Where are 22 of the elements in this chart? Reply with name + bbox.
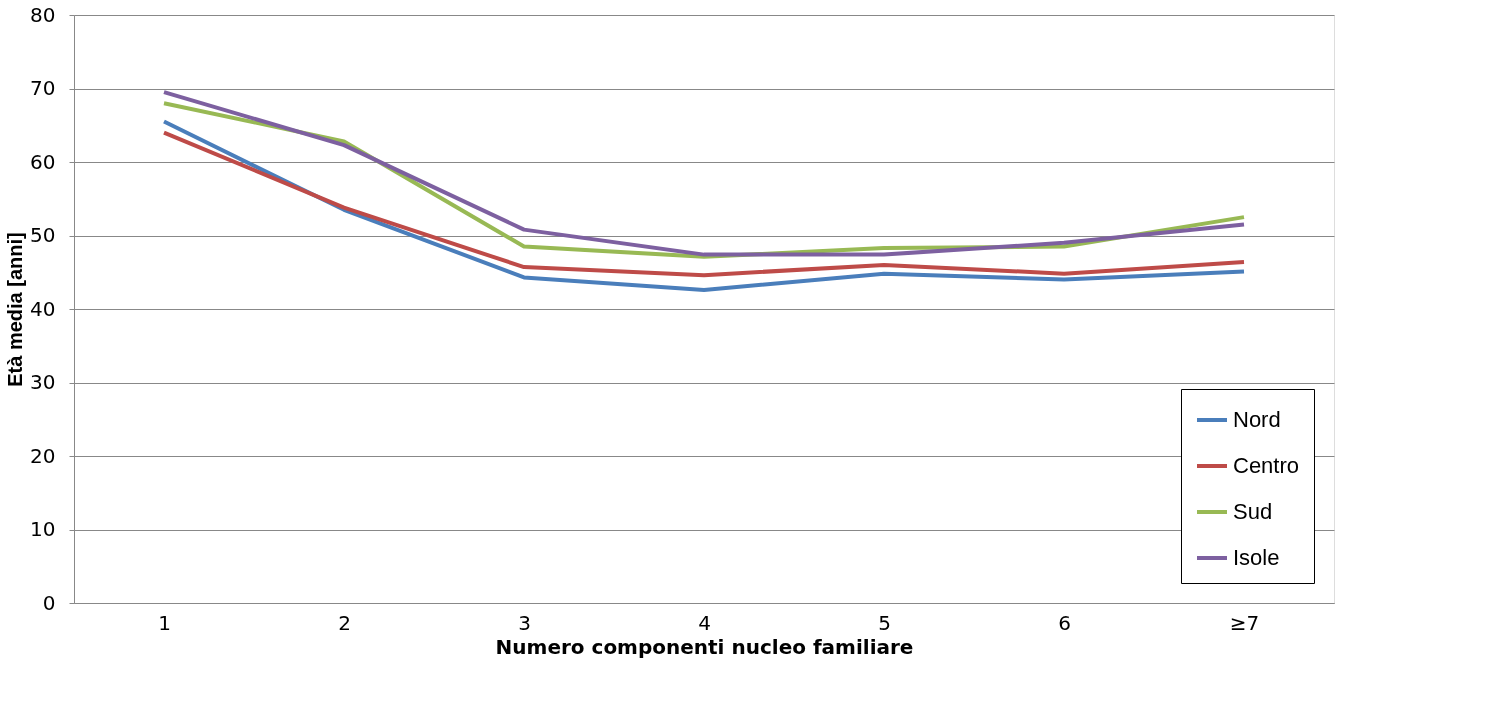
legend-label: Centro (1233, 453, 1300, 478)
y-tick-label: 80 (30, 2, 56, 27)
y-tick-label: 20 (30, 443, 56, 468)
x-tick-label: 5 (878, 610, 891, 635)
x-tick-label: ≥7 (1229, 610, 1260, 635)
legend-label: Sud (1233, 499, 1273, 524)
x-axis-title: Numero componenti nucleo familiare (495, 634, 914, 659)
y-tick-label: 50 (30, 223, 56, 247)
x-tick-label: 6 (1058, 610, 1071, 635)
x-tick-label: 3 (518, 610, 531, 635)
y-tick-label: 60 (30, 149, 56, 174)
legend-label: Nord (1233, 407, 1281, 432)
x-tick-label: 4 (698, 610, 711, 635)
y-tick-label: 70 (30, 76, 56, 100)
y-tick-label: 40 (30, 296, 56, 321)
x-tick-label: 1 (158, 610, 171, 635)
legend-label: Isole (1233, 545, 1280, 570)
y-tick-label: 0 (42, 590, 56, 615)
y-tick-label: 10 (30, 517, 56, 541)
x-tick-label: 2 (338, 610, 351, 635)
y-tick-label: 30 (30, 370, 56, 394)
y-axis-title: Età media [anni] (4, 232, 27, 387)
